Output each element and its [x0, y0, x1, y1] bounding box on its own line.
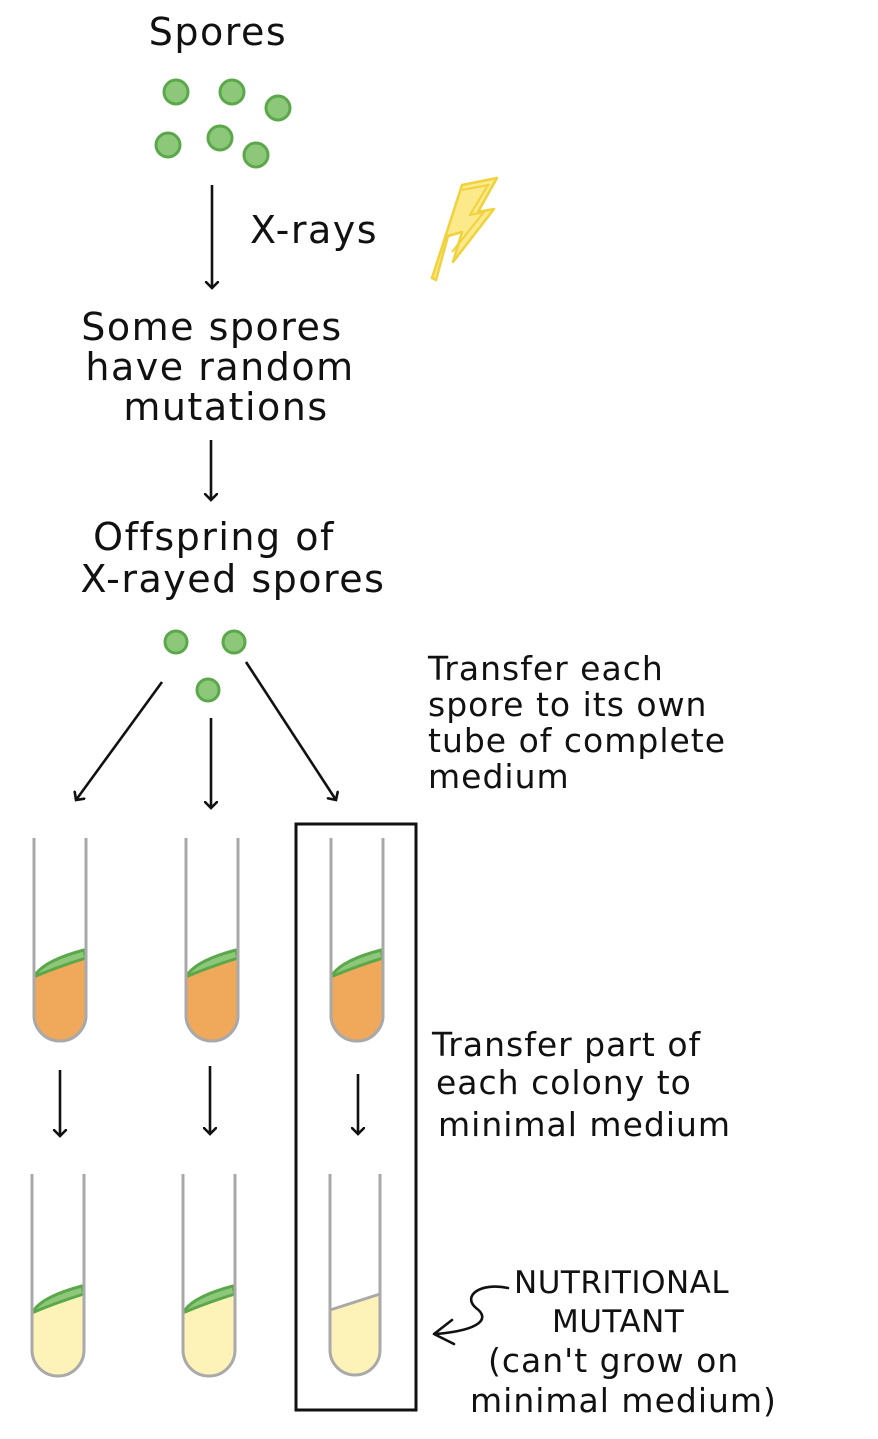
spore-icon	[242, 141, 270, 169]
no-growth-surface	[329, 1292, 381, 1312]
transfer-complete-line-4: medium	[428, 757, 570, 796]
xrays-label: X-rays	[250, 208, 378, 252]
mutant-line-2: MUTANT	[552, 1304, 685, 1340]
mutant-highlight-box	[294, 822, 418, 1412]
offspring-spores	[163, 629, 247, 703]
offspring-line-1: Offspring of	[93, 515, 335, 559]
complete-medium-tube-2	[184, 838, 240, 1043]
arrow-transfer-1	[76, 681, 164, 800]
mutant-line-4: minimal medium)	[470, 1381, 777, 1420]
lightning-bolt-icon-detail	[451, 183, 491, 253]
transfer-complete-line-3: tube of complete	[428, 721, 726, 760]
arrow-transfer-3	[244, 661, 336, 800]
minimal-medium-tube-2	[181, 1174, 237, 1378]
initial-spores	[154, 78, 292, 169]
spore-icon	[163, 629, 189, 655]
mutant-line-3: (can't grow on	[488, 1341, 739, 1380]
mutations-line-3: mutations	[123, 385, 328, 429]
minimal-medium-tube-3	[328, 1174, 382, 1377]
lightning-bolt-icon	[430, 176, 499, 282]
mutations-line-2: have random	[85, 345, 354, 389]
spore-icon	[206, 124, 234, 152]
minimal-medium-tube-1	[30, 1174, 86, 1378]
transfer-complete-line-2: spore to its own	[428, 685, 707, 724]
spore-icon	[162, 78, 190, 106]
spore-icon	[218, 78, 246, 106]
mutations-line-1: Some spores	[81, 305, 342, 349]
transfer-minimal-line-3: minimal medium	[438, 1105, 731, 1144]
offspring-line-2: X-rayed spores	[81, 557, 386, 601]
pointer-squiggle	[434, 1285, 510, 1336]
spore-icon	[221, 629, 247, 655]
spore-icon	[264, 94, 292, 122]
complete-medium-tube-3	[329, 838, 385, 1043]
transfer-complete-line-1: Transfer each	[427, 649, 664, 688]
transfer-minimal-line-1: Transfer part of	[431, 1025, 702, 1064]
spore-icon	[195, 677, 221, 703]
mutant-line-1: NUTRITIONAL	[514, 1265, 729, 1301]
transfer-minimal-line-2: each colony to	[436, 1063, 692, 1102]
pointer-arrowhead	[432, 1318, 456, 1346]
spores-label: Spores	[149, 10, 287, 54]
complete-medium-tube-1	[32, 838, 88, 1043]
spore-icon	[154, 131, 182, 159]
